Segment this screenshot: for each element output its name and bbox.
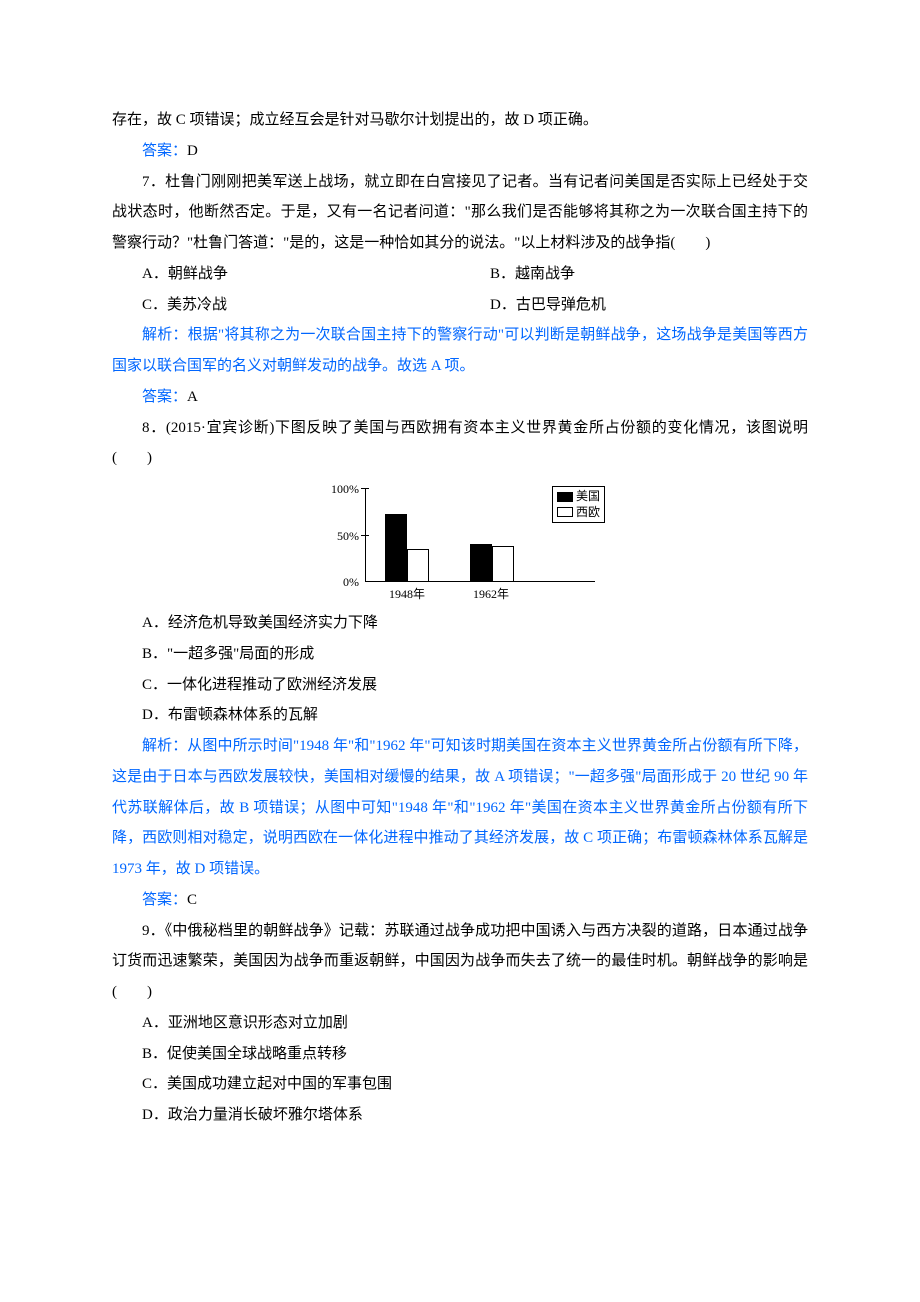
q9-option-c: C．美国成功建立起对中国的军事包围: [112, 1069, 808, 1100]
q9-option-b: B．促使美国全球战略重点转移: [112, 1039, 808, 1070]
q8-chart: 100% 50% 0% 1948年 1962年 美国 西欧: [315, 482, 605, 602]
analysis-label: 解析：: [142, 738, 187, 754]
legend-row-us: 美国: [557, 489, 600, 505]
q8-chart-wrap: 100% 50% 0% 1948年 1962年 美国 西欧: [112, 482, 808, 602]
analysis-text: 根据"将其称之为一次联合国主持下的警察行动"可以判断是朝鲜战争，这场战争是美国等…: [112, 327, 808, 374]
x-label-1962: 1962年: [461, 588, 521, 600]
legend-us: 美国: [576, 489, 600, 505]
q8-analysis: 解析：从图中所示时间"1948 年"和"1962 年"可知该时期美国在资本主义世…: [112, 731, 808, 885]
y-label-100: 100%: [315, 483, 359, 495]
y-label-0: 0%: [315, 576, 359, 588]
q7-stem: 7．杜鲁门刚刚把美军送上战场，就立即在白宫接见了记者。当有记者问美国是否实际上已…: [112, 167, 808, 259]
q7-options-row2: C．美苏冷战 D．古巴导弹危机: [112, 290, 808, 321]
bar-us-1948: [385, 514, 407, 582]
answer-value: A: [187, 389, 198, 405]
q7-option-d: D．古巴导弹危机: [460, 290, 808, 321]
bar-eu-1962: [492, 546, 514, 582]
swatch-filled: [557, 492, 573, 502]
bar-us-1962: [470, 544, 492, 582]
fragment-text: 存在，故 C 项错误；成立经互会是针对马歇尔计划提出的，故 D 项正确。: [112, 105, 808, 136]
q7-option-b: B．越南战争: [460, 259, 808, 290]
q7-analysis: 解析：根据"将其称之为一次联合国主持下的警察行动"可以判断是朝鲜战争，这场战争是…: [112, 320, 808, 382]
answer-label: 答案：: [142, 143, 187, 159]
q8-stem: 8．(2015·宜宾诊断)下图反映了美国与西欧拥有资本主义世界黄金所占份额的变化…: [112, 413, 808, 475]
page: 存在，故 C 项错误；成立经互会是针对马歇尔计划提出的，故 D 项正确。 答案：…: [0, 0, 920, 1191]
q8-answer: 答案：C: [112, 885, 808, 916]
q8-option-b: B．"一超多强"局面的形成: [112, 639, 808, 670]
answer-label: 答案：: [142, 389, 187, 405]
y-label-50: 50%: [315, 530, 359, 542]
q9-option-d: D．政治力量消长破坏雅尔塔体系: [112, 1100, 808, 1131]
legend-eu: 西欧: [576, 505, 600, 521]
q7-options-row1: A．朝鲜战争 B．越南战争: [112, 259, 808, 290]
q9-stem: 9．《中俄秘档里的朝鲜战争》记载：苏联通过战争成功把中国诱入与西方决裂的道路，日…: [112, 916, 808, 1008]
bar-eu-1948: [407, 549, 429, 582]
q8-option-c: C．一体化进程推动了欧洲经济发展: [112, 670, 808, 701]
answer-value: C: [187, 892, 197, 908]
answer-value: D: [187, 143, 198, 159]
analysis-text: 从图中所示时间"1948 年"和"1962 年"可知该时期美国在资本主义世界黄金…: [112, 738, 808, 877]
q8-option-d: D．布雷顿森林体系的瓦解: [112, 700, 808, 731]
legend-row-eu: 西欧: [557, 505, 600, 521]
q8-option-a: A．经济危机导致美国经济实力下降: [112, 608, 808, 639]
q7-option-a: A．朝鲜战争: [112, 259, 460, 290]
answer-label: 答案：: [142, 892, 187, 908]
q7-answer: 答案：A: [112, 382, 808, 413]
swatch-hollow: [557, 507, 573, 517]
q7-option-c: C．美苏冷战: [112, 290, 460, 321]
legend: 美国 西欧: [552, 486, 605, 523]
x-label-1948: 1948年: [377, 588, 437, 600]
q9-option-a: A．亚洲地区意识形态对立加剧: [112, 1008, 808, 1039]
answer-6: 答案：D: [112, 136, 808, 167]
analysis-label: 解析：: [142, 327, 188, 343]
